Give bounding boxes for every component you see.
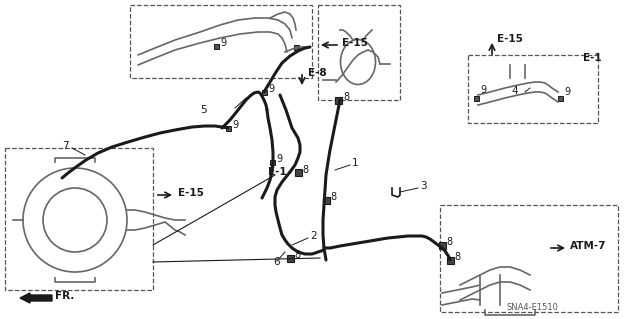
- Bar: [440, 205, 618, 312]
- Text: 9: 9: [276, 154, 282, 164]
- Text: E-1: E-1: [584, 53, 602, 63]
- Text: E-15: E-15: [497, 34, 523, 44]
- Text: 8: 8: [294, 250, 300, 260]
- Text: FR.: FR.: [55, 291, 74, 301]
- Bar: [287, 255, 294, 262]
- Text: 8: 8: [302, 165, 308, 175]
- Text: 8: 8: [330, 192, 336, 202]
- Text: 9: 9: [268, 84, 274, 94]
- Text: 8: 8: [454, 252, 460, 262]
- Bar: [262, 90, 266, 94]
- FancyArrow shape: [20, 293, 52, 303]
- Text: ATM-7: ATM-7: [570, 241, 607, 251]
- Text: 5: 5: [200, 105, 207, 115]
- Text: 7: 7: [62, 141, 68, 151]
- Bar: [130, 5, 312, 78]
- Text: E-1: E-1: [268, 167, 287, 177]
- Bar: [474, 95, 479, 100]
- Text: 2: 2: [310, 231, 317, 241]
- Bar: [225, 125, 230, 130]
- Bar: [294, 168, 301, 175]
- Text: E-15: E-15: [178, 188, 204, 198]
- Text: 9: 9: [232, 120, 238, 130]
- Text: E-15: E-15: [342, 38, 368, 48]
- Text: 8: 8: [446, 237, 452, 247]
- Text: 4: 4: [511, 86, 518, 96]
- Text: E-8: E-8: [308, 68, 326, 78]
- Text: SNA4-E1510: SNA4-E1510: [506, 303, 558, 313]
- Bar: [214, 43, 218, 48]
- Text: 1: 1: [352, 158, 358, 168]
- Bar: [557, 95, 563, 100]
- Bar: [323, 197, 330, 204]
- Text: 9: 9: [480, 85, 486, 95]
- Bar: [468, 55, 598, 123]
- Text: 3: 3: [420, 181, 427, 191]
- Text: 9: 9: [220, 38, 226, 48]
- Text: 6: 6: [273, 257, 280, 267]
- Bar: [294, 44, 298, 49]
- Bar: [318, 5, 400, 100]
- Text: 9: 9: [564, 87, 570, 97]
- Bar: [438, 241, 445, 249]
- Bar: [269, 160, 275, 165]
- Bar: [447, 256, 454, 263]
- Bar: [5, 148, 153, 290]
- Bar: [335, 97, 342, 103]
- Text: 8: 8: [343, 92, 349, 102]
